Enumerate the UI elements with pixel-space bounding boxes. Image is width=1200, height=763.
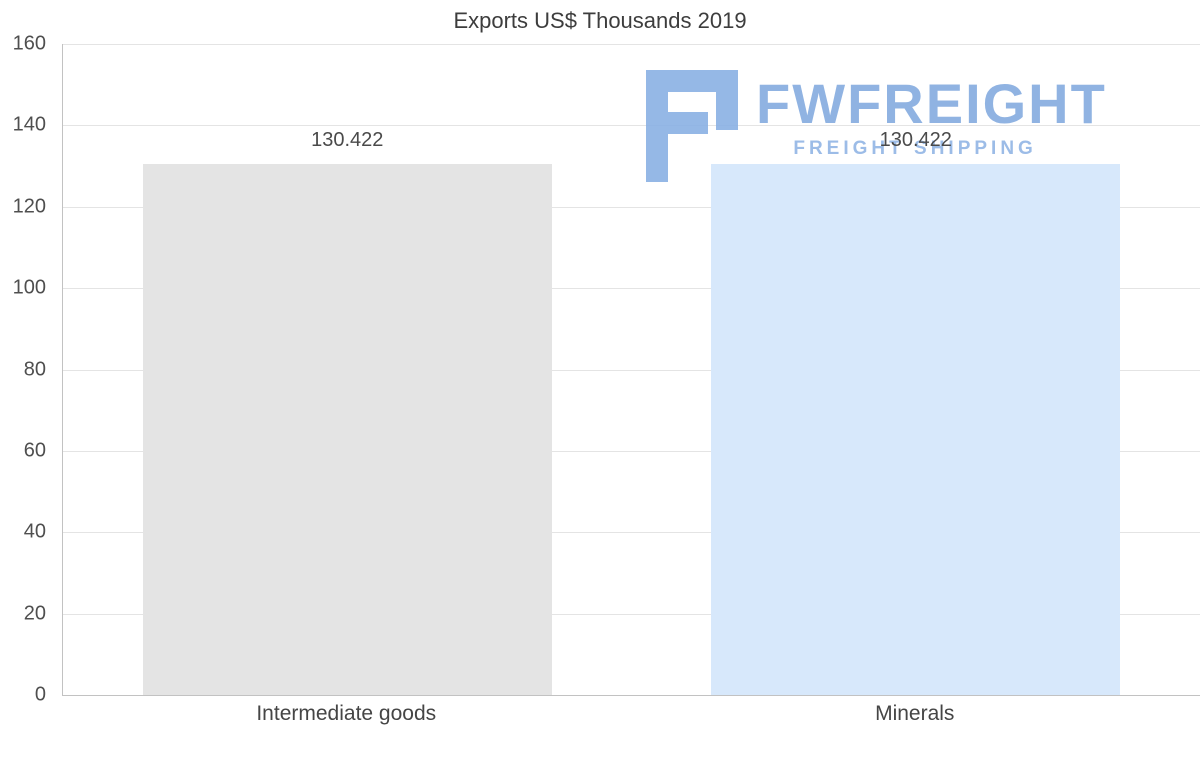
chart-title: Exports US$ Thousands 2019 [453,8,747,33]
x-category-label: Intermediate goods [256,702,437,725]
bar-minerals [711,164,1121,695]
bar-intermediate-goods [142,164,552,695]
y-tick-label: 60 [23,439,46,462]
x-category-label: Minerals [875,702,955,725]
y-tick-label: 40 [23,520,46,543]
gridline [63,369,1200,371]
gridline [63,44,1200,45]
y-tick-label: 20 [23,602,46,625]
gridline [63,206,1200,208]
y-tick-label: 80 [23,358,46,380]
gridline [63,613,1200,615]
y-tick-label: 100 [12,276,46,299]
y-tick-label: 140 [12,113,46,136]
bar-value-label: 130.422 [311,129,384,152]
gridline [63,450,1200,452]
y-tick-label: 160 [12,32,46,55]
y-axis: 0 20 40 60 80 100 120 140 160 [0,33,54,706]
gridline [63,532,1200,534]
gridline [63,288,1200,290]
gridline [63,125,1200,127]
plot-area: 130.422 130.422 [62,44,1200,696]
y-tick-label: 120 [12,195,46,218]
x-axis: Intermediate goods Minerals [62,702,1199,732]
bar-value-label: 130.422 [879,129,952,152]
y-tick-label: 0 [34,683,46,706]
